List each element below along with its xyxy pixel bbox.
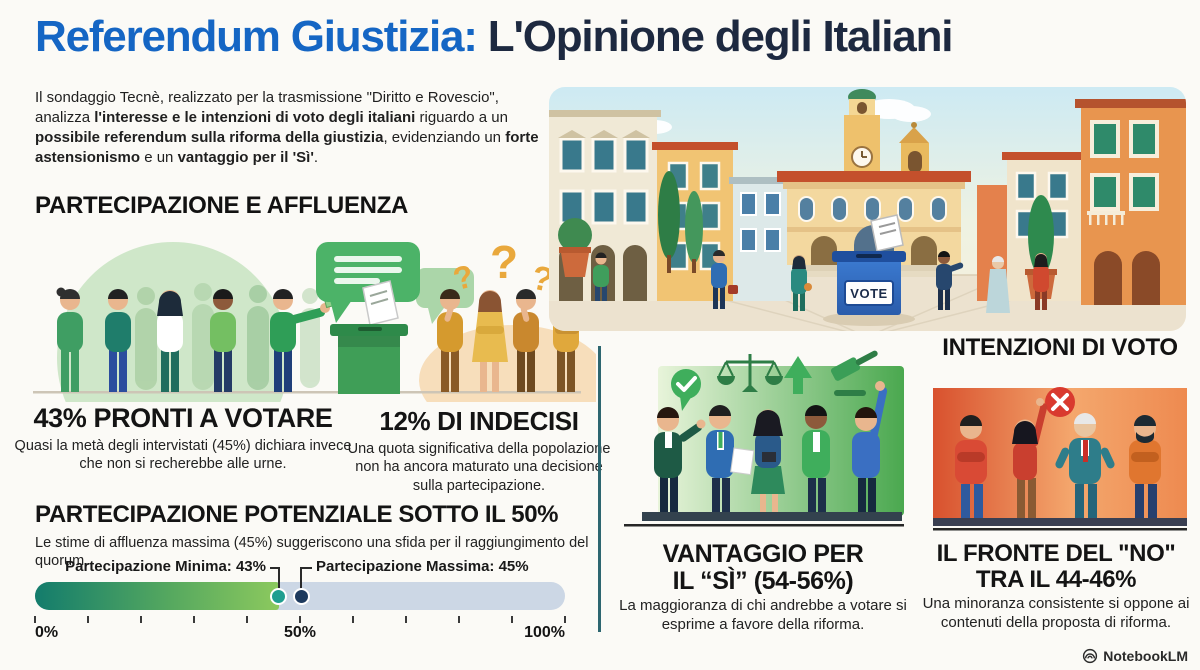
up-arrow-icon: [784, 356, 812, 394]
question-mark-icon: ? ? ?: [450, 236, 557, 300]
watermark-label: NotebookLM: [1103, 648, 1188, 664]
participation-scale: Partecipazione Minima: 43% Partecipazion…: [0, 556, 620, 656]
scale-min-label: Partecipazione Minima: 43%: [65, 558, 266, 575]
yes-card-title-line2: IL “SÌ” (54-56%): [672, 566, 854, 595]
scale-annotations: [34, 567, 566, 623]
right-buildings: [977, 99, 1186, 305]
scale-dot-max: [293, 587, 310, 605]
participation-illustration: ? ? ?: [33, 236, 596, 402]
yes-card-title: VANTAGGIO PER IL “SÌ” (54-56%): [606, 541, 920, 595]
yes-supporters-illustration: [624, 350, 904, 527]
ground-line: [33, 391, 581, 394]
gavel-icon: [830, 350, 878, 396]
piazza-illustration: VOTE: [549, 87, 1186, 331]
watermark: NotebookLM: [1082, 648, 1188, 664]
stat-undecided-desc: Una quota significativa della popolazion…: [347, 441, 611, 494]
scales-icon: [717, 354, 783, 392]
page-title: Referendum Giustizia: L'Opinione degli I…: [35, 12, 954, 62]
no-card-desc: Una minoranza consistente si oppone ai c…: [922, 595, 1190, 631]
tick-label-0: 0%: [35, 624, 59, 641]
yes-card-desc: La maggioranza di chi andrebbe a votare …: [619, 597, 907, 633]
stat-ready-to-vote: 43% PRONTI A VOTARE Quasi la metà degli …: [14, 403, 352, 474]
stat-undecided-title: 12% DI INDECISI: [379, 406, 579, 436]
no-opponents-illustration: [933, 387, 1187, 531]
x-circle-icon: [1045, 387, 1075, 417]
stat-potential-title: PARTECIPAZIONE POTENZIALE SOTTO IL 50%: [35, 501, 559, 528]
stat-ready-title: 43% PRONTI A VOTARE: [33, 403, 333, 433]
scale-max-label: Partecipazione Massima: 45%: [316, 558, 529, 575]
undecided-group: [437, 289, 579, 392]
section-heading-participation: PARTECIPAZIONE E AFFLUENZA: [35, 192, 409, 219]
no-card-title-line2: TRA IL 44-46%: [975, 565, 1137, 593]
stat-undecided: 12% DI INDECISI Una quota significativa …: [346, 406, 612, 495]
orange-blob-background: [419, 325, 596, 402]
vote-box: VOTE: [823, 214, 915, 326]
yes-card-title-line1: VANTAGGIO PER: [662, 540, 864, 568]
scale-fill: [35, 582, 279, 610]
scale-dot-min: [270, 587, 287, 605]
stat-potential-desc: Le stime di affluenza massima (45%) sugg…: [35, 535, 589, 570]
piazza-scene: VOTE: [549, 87, 1186, 331]
ballot-box-icon: [330, 280, 408, 394]
piazza-people: [593, 250, 1049, 313]
check-bubble-icon: [671, 369, 701, 411]
no-card-title-line1: IL FRONTE DEL "NO": [936, 540, 1176, 567]
intro-paragraph: Il sondaggio Tecnè, realizzato per la tr…: [35, 89, 539, 166]
svg-text:?: ?: [490, 236, 518, 288]
page-title-part2: L'Opinione degli Italiani: [476, 12, 954, 61]
tick-label-100: 100%: [524, 624, 565, 641]
no-opponents: [955, 398, 1161, 518]
page-title-part1: Referendum Giustizia:: [35, 12, 478, 61]
vote-label: VOTE: [850, 286, 887, 301]
stat-potential: PARTECIPAZIONE POTENZIALE SOTTO IL 50% L…: [35, 501, 597, 571]
yes-supporters: [654, 381, 888, 512]
notebooklm-logo-icon: [1083, 648, 1098, 664]
tick-label-50: 50%: [283, 624, 317, 641]
scale-ticks: [34, 616, 566, 623]
vertical-divider: [598, 346, 601, 632]
ghost-voters: [135, 283, 320, 390]
no-card-title: IL FRONTE DEL "NO" TRA IL 44-46%: [918, 541, 1194, 592]
stat-ready-desc: Quasi la metà degli intervistati (45%) d…: [14, 438, 352, 473]
section-heading-intentions: INTENZIONI DI VOTO: [942, 334, 1178, 361]
